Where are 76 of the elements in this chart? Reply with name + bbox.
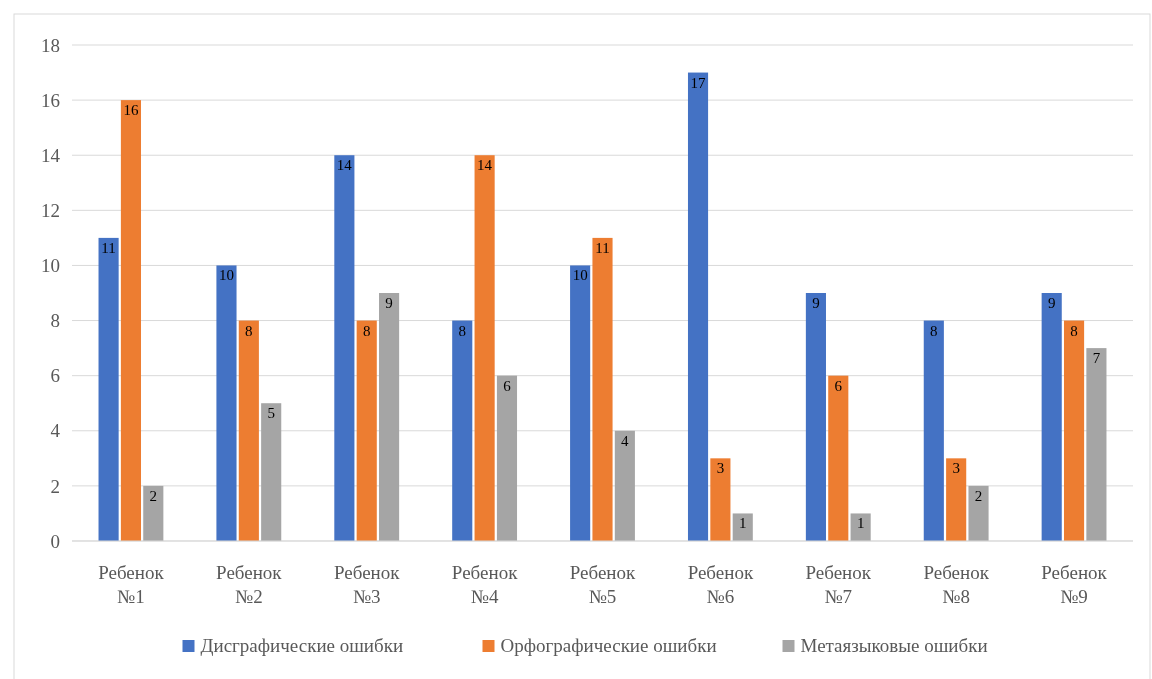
bar [238, 320, 259, 541]
data-label: 1 [739, 515, 747, 532]
data-label: 10 [218, 267, 234, 284]
data-label: 8 [245, 322, 253, 339]
x-tick-label: Ребенок №1 [98, 562, 165, 607]
bar [710, 458, 731, 541]
y-tick-label: 2 [50, 475, 60, 497]
bar [1086, 348, 1107, 541]
bar [261, 403, 282, 541]
data-label: 3 [952, 460, 960, 477]
y-tick-label: 12 [41, 199, 60, 221]
data-label: 7 [1092, 350, 1101, 367]
x-tick-label: Ребенок №3 [333, 562, 401, 607]
legend-label: Метаязыковые ошибки [800, 635, 988, 656]
data-label: 8 [458, 322, 466, 339]
bar [946, 458, 967, 541]
y-tick-label: 4 [50, 420, 61, 442]
y-tick-label: 8 [50, 310, 60, 332]
data-label: 16 [123, 102, 139, 119]
data-label: 2 [149, 487, 158, 504]
y-tick-label: 0 [50, 530, 60, 552]
bar [968, 485, 989, 541]
x-tick-label: Ребенок №5 [569, 562, 637, 607]
data-label: 10 [572, 267, 588, 284]
bar [1063, 320, 1085, 541]
y-tick-label: 16 [41, 89, 60, 111]
bar [923, 320, 944, 541]
data-label: 9 [1047, 295, 1056, 311]
bar [120, 100, 142, 541]
bar [143, 485, 164, 541]
data-label: 6 [834, 377, 843, 394]
x-tick-label: Ребенок №4 [451, 562, 519, 607]
x-tick-label: Ребенок №7 [805, 562, 872, 607]
data-label: 2 [974, 487, 983, 504]
bar [805, 293, 826, 541]
bar [334, 155, 355, 541]
y-tick-label: 14 [41, 144, 61, 166]
bar [592, 237, 613, 541]
bar [850, 513, 871, 541]
data-label: 1 [856, 515, 865, 532]
data-label: 14 [477, 157, 493, 174]
x-tick-label: Ребенок №8 [923, 562, 990, 607]
data-label: 9 [812, 295, 820, 311]
x-tick-label: Ребенок №2 [216, 562, 283, 607]
data-label: 9 [385, 295, 393, 311]
bar [356, 320, 377, 541]
data-label: 8 [930, 322, 938, 339]
data-label: 6 [503, 377, 512, 394]
bar [828, 375, 849, 541]
bar [98, 237, 119, 541]
data-label: 4 [621, 432, 630, 449]
legend-label: Орфографические ошибки [500, 635, 717, 656]
bar [570, 265, 591, 541]
data-label: 11 [101, 239, 116, 256]
bar [687, 72, 709, 541]
data-label: 11 [595, 239, 610, 256]
data-label: 14 [336, 157, 353, 174]
legend-label: Дисграфические ошибки [200, 635, 404, 656]
y-tick-label: 18 [41, 34, 60, 56]
bar [216, 265, 237, 541]
bar [452, 320, 473, 541]
bar [496, 375, 518, 541]
x-tick-label: Ребенок №6 [687, 562, 754, 607]
y-tick-label: 10 [41, 255, 60, 277]
bar [474, 155, 495, 541]
data-label: 3 [716, 460, 725, 477]
data-label: 8 [362, 322, 371, 339]
y-tick-label: 6 [50, 365, 60, 387]
bar [732, 513, 753, 541]
bar [614, 430, 635, 541]
data-label: 5 [267, 405, 275, 422]
x-tick-label: Ребенок №9 [1041, 562, 1108, 607]
data-label: 17 [690, 74, 707, 91]
bar [379, 293, 400, 541]
data-label: 8 [1070, 322, 1078, 339]
bar [1041, 293, 1062, 541]
